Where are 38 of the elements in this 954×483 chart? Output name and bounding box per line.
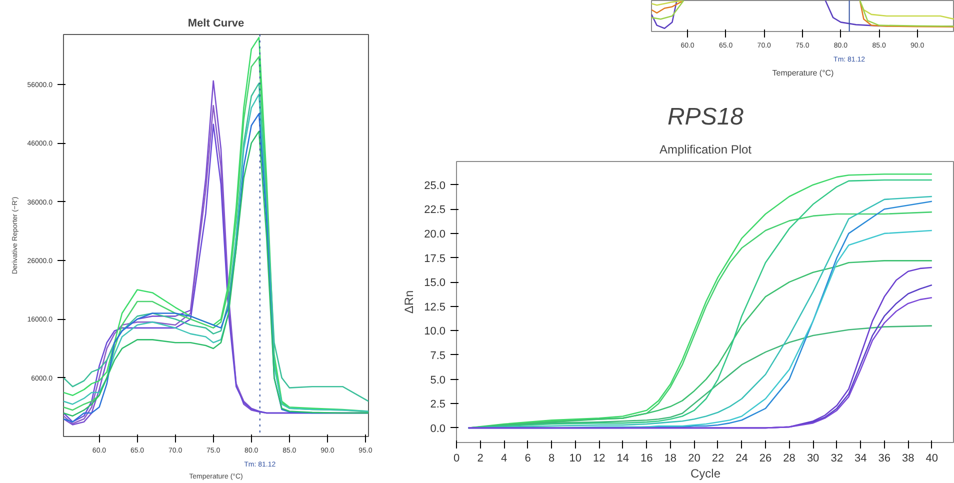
x-tick-label: 10	[569, 452, 582, 464]
chart-title: RPS18	[667, 104, 744, 130]
x-tick-label: 2	[477, 452, 484, 464]
y-tick-label: 2.5	[430, 398, 446, 411]
y-tick-label: 0.0	[430, 422, 446, 435]
x-axis-title: Temperature (°C)	[772, 68, 834, 78]
x-tick-label: 28	[783, 452, 796, 464]
chart-subtitle: Amplification Plot	[659, 142, 752, 156]
x-tick-label: 24	[736, 452, 748, 464]
x-tick-label: 6	[524, 452, 531, 464]
x-tick-label: 20	[688, 452, 700, 464]
y-tick-label: 20.0	[424, 228, 446, 240]
x-tick-label: 16	[640, 452, 653, 464]
x-tick-label: 4	[500, 452, 508, 464]
x-tick-label: 30	[806, 452, 820, 464]
x-tick-label: 40	[926, 452, 938, 464]
y-tick-label: 12.5	[424, 301, 446, 314]
y-tick-label: 17.5	[424, 252, 446, 265]
x-tick-label: 34	[854, 452, 867, 464]
x-tick-label: 22	[712, 452, 724, 464]
y-axis-title: ΔRn	[402, 290, 416, 314]
x-tick-label: 14	[616, 452, 630, 464]
chart-title: Melt Curve	[188, 18, 244, 30]
y-tick-label: 22.5	[424, 204, 446, 216]
x-tick-label: 36	[878, 452, 891, 464]
y-tick-label: 15.0	[424, 277, 446, 290]
x-tick-label: 8	[548, 452, 555, 464]
y-tick-label: 10.0	[424, 326, 446, 338]
x-tick-label: 12	[593, 452, 606, 464]
x-tick-label: 0	[453, 452, 460, 464]
x-axis-title: Cycle	[690, 466, 721, 480]
x-tick-label: 32	[830, 452, 843, 464]
y-tick-label: 7.5	[430, 350, 446, 362]
y-tick-label: 25.0	[424, 180, 446, 192]
x-tick-label: 38	[902, 452, 914, 464]
y-tick-label: 5.0	[430, 374, 446, 386]
x-tick-label: 18	[664, 452, 677, 464]
x-tick-label: 26	[759, 452, 772, 464]
